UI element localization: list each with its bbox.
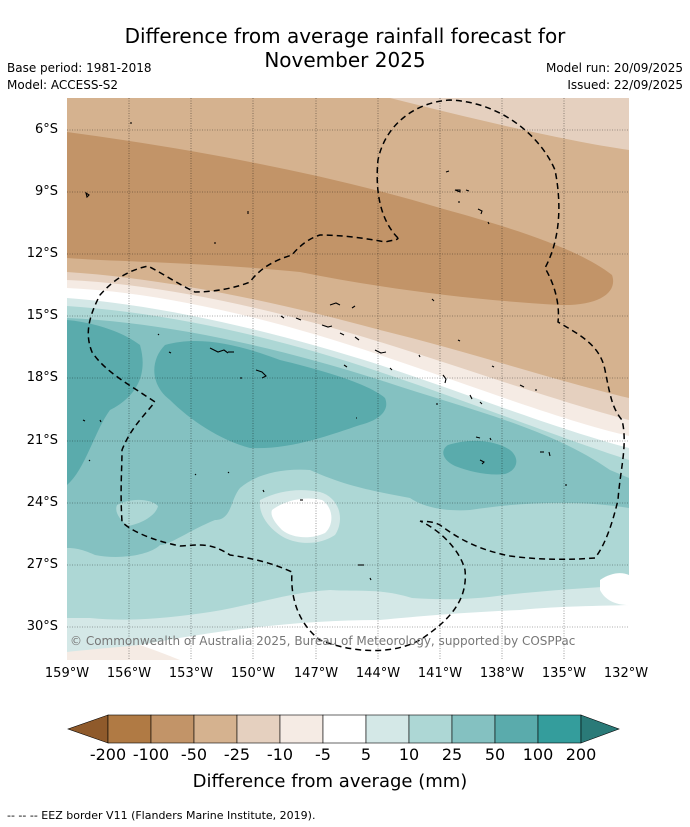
lat-label: 12°S: [26, 246, 58, 261]
colorbar-arrow-right: [580, 714, 620, 744]
colorbar-tick-label: -100: [132, 745, 170, 764]
lon-label: 150°W: [230, 666, 276, 681]
colorbar-cell: [365, 714, 410, 744]
colorbar-tick-label: -200: [89, 745, 127, 764]
map-title: Difference from average rainfall forecas…: [0, 24, 690, 72]
colorbar-title: Difference from average (mm): [192, 771, 468, 792]
colorbar-cell: [408, 714, 453, 744]
lon-label: 159°W: [44, 666, 90, 681]
meta-left: Base period: 1981-2018 Model: ACCESS-S2: [7, 60, 152, 94]
band-plus50-east: [443, 440, 517, 475]
colorbar-tick-label: 100: [522, 745, 554, 764]
lon-label: 144°W: [355, 666, 401, 681]
base-period: Base period: 1981-2018: [7, 61, 152, 75]
band-minus5-s: [290, 639, 385, 660]
grid-lines: [67, 98, 629, 660]
band-plus10-bump: [116, 499, 158, 526]
model-run: Model run: 20/09/2025: [545, 61, 683, 75]
meta-right: Model run: 20/09/2025 Issued: 22/09/2025: [546, 60, 683, 94]
copyright-note: © Commonwealth of Australia 2025, Bureau…: [70, 634, 576, 648]
colorbar-tick-label: 50: [484, 745, 506, 764]
lat-label: 9°S: [34, 184, 58, 199]
lon-label: 135°W: [541, 666, 587, 681]
band-plus50-central: [154, 340, 387, 449]
colorbar-cell: [107, 714, 152, 744]
lon-label: 153°W: [168, 666, 214, 681]
colorbar-arrow-left: [67, 714, 109, 744]
model-name: Model: ACCESS-S2: [7, 78, 119, 92]
title-line-1: Difference from average rainfall forecas…: [124, 24, 566, 48]
colorbar-tick-label: -5: [315, 745, 331, 764]
issued-date: Issued: 22/09/2025: [567, 78, 683, 92]
colorbar-cell: [150, 714, 195, 744]
lon-label: 141°W: [417, 666, 463, 681]
rainfall-contours: [67, 98, 629, 660]
lat-label: 30°S: [26, 619, 58, 634]
eez-border: [87, 99, 625, 652]
islands: [82, 122, 567, 581]
lon-label: 138°W: [479, 666, 525, 681]
lon-label: 147°W: [293, 666, 339, 681]
colorbar-tick-label: -50: [180, 745, 208, 764]
eez-footnote: -- -- -- EEZ border V11 (Flanders Marine…: [7, 809, 316, 822]
band-minus50-small: [67, 196, 78, 208]
band-minus50: [67, 132, 614, 306]
colorbar-tick-label: 200: [565, 745, 597, 764]
lat-label: 6°S: [34, 122, 58, 137]
colorbar-cell: [279, 714, 324, 744]
lat-label: 15°S: [26, 308, 58, 323]
band-minus5-sw: [67, 645, 180, 660]
title-line-2: November 2025: [264, 48, 426, 72]
lat-label: 24°S: [26, 495, 58, 510]
colorbar-tick-label: 25: [441, 745, 463, 764]
colorbar-cell: [537, 714, 582, 744]
colorbar-tick-label: -25: [223, 745, 251, 764]
lon-label: 156°W: [106, 666, 152, 681]
lat-label: 27°S: [26, 557, 58, 572]
lat-label: 18°S: [26, 370, 58, 385]
colorbar-cell: [236, 714, 281, 744]
lat-label: 21°S: [26, 433, 58, 448]
band-minus5-island: [271, 498, 332, 538]
lon-label: 132°W: [603, 666, 649, 681]
colorbar-cell: [193, 714, 238, 744]
colorbar-tick-label: 10: [398, 745, 420, 764]
colorbar-cell: [494, 714, 539, 744]
colorbar-tick-label: -10: [266, 745, 294, 764]
colorbar-cell: [322, 714, 367, 744]
band-plus50-west: [67, 320, 143, 485]
colorbar-cell: [451, 714, 496, 744]
colorbar-tick-label: 5: [360, 745, 372, 764]
colorbar: [67, 714, 620, 744]
band-plus5-se: [600, 573, 629, 605]
